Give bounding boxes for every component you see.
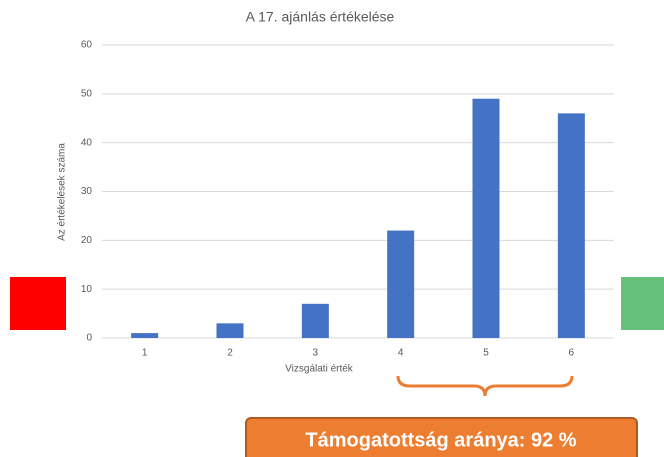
y-tick-label: 50 (81, 88, 93, 99)
annotation: Támogatottság aránya: 92 % (305, 429, 576, 451)
bar (131, 333, 159, 338)
x-tick-label: 1 (142, 348, 148, 359)
x-tick-label: 2 (227, 348, 233, 359)
annotation-box (245, 417, 638, 457)
brace (396, 375, 574, 397)
bar (301, 303, 329, 338)
y-tick-label: 60 (81, 40, 93, 51)
y-tick-label: 0 (86, 333, 92, 344)
red-marker (10, 277, 66, 330)
y-tick-label: 40 (81, 137, 93, 148)
y-axis-label: Az értékelések száma (57, 143, 68, 241)
y-tick-label: 20 (81, 235, 93, 246)
bar (216, 323, 244, 338)
green-marker (621, 277, 664, 330)
x-tick-label: 6 (569, 348, 575, 359)
x-axis-label: Vizsgálati érték (285, 364, 354, 375)
y-tick-label: 10 (81, 284, 93, 295)
y-tick-label: 30 (81, 186, 93, 197)
bar (387, 230, 415, 338)
bar (472, 98, 500, 338)
chart-title: A 17. ajánlás értékelése (246, 9, 395, 25)
x-tick-label: 5 (483, 348, 489, 359)
x-tick-label: 4 (398, 348, 404, 359)
bar (557, 113, 585, 338)
x-tick-label: 3 (313, 348, 319, 359)
